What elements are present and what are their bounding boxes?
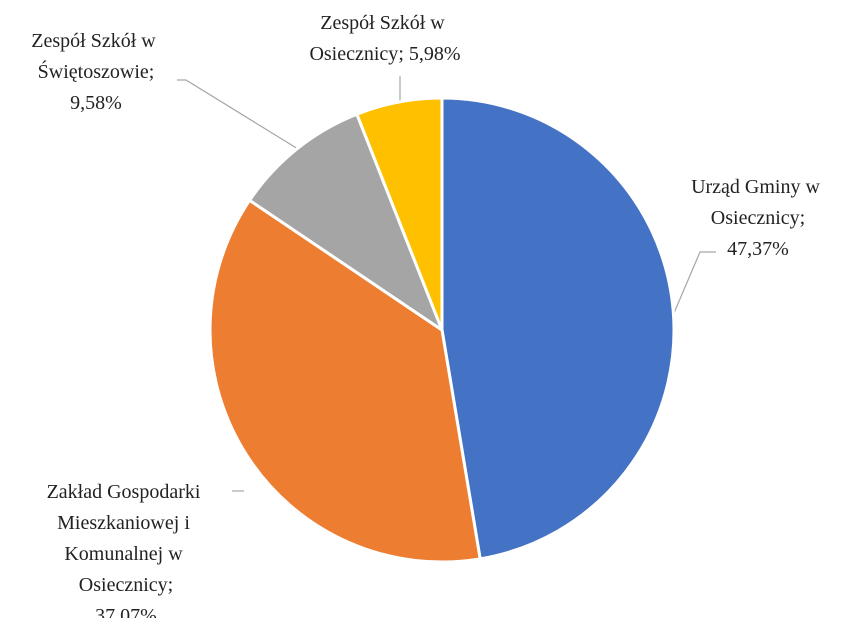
label-value: 9,58% <box>70 92 122 114</box>
data-label: Zakład Gospodarki Mieszkaniowej i Komuna… <box>47 481 206 618</box>
pie-slice <box>440 96 676 561</box>
label-value: 37,07% <box>95 605 157 618</box>
leader-lines <box>177 76 716 492</box>
label-separator: ; <box>168 574 174 596</box>
data-label: Zespół Szkół w Osiecznicy; 5,98% <box>309 12 460 65</box>
leader-line <box>673 251 716 314</box>
label-value: 47,37% <box>727 238 789 260</box>
label-separator: ; <box>149 61 155 83</box>
label-separator: ; <box>800 207 806 229</box>
label-name: Zespół Szkół w Świętoszowie <box>31 30 160 83</box>
label-name: Urząd Gminy w Osiecznicy <box>691 176 825 229</box>
leader-line <box>177 79 299 150</box>
pie-slice <box>355 96 444 332</box>
label-separator: ; <box>398 43 409 65</box>
data-label: Zespół Szkół w Świętoszowie; 9,58% <box>31 30 160 114</box>
label-name: Zespół Szkół w Osiecznicy <box>309 12 449 65</box>
label-name: Zakład Gospodarki Mieszkaniowej i Komuna… <box>47 481 206 596</box>
pie-slice <box>208 198 482 564</box>
data-label: Urząd Gminy w Osiecznicy; 47,37% <box>691 176 825 260</box>
pie-slice <box>248 112 444 332</box>
label-value: 5,98% <box>409 43 461 65</box>
